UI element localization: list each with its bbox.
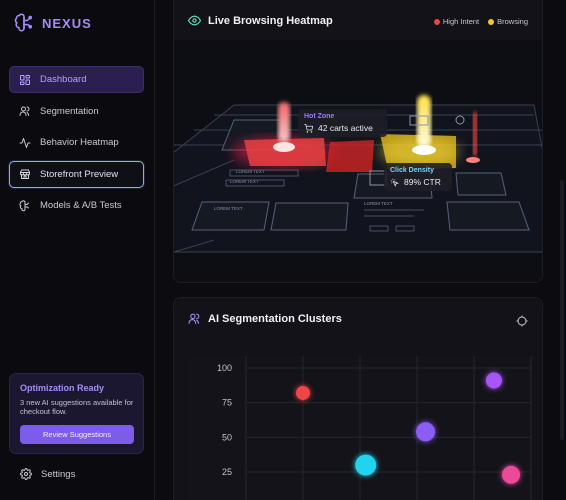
sidebar-item-label: Dashboard	[40, 74, 87, 85]
y-tick-label: 50	[222, 432, 232, 442]
segmentation-scatter[interactable]: 100 75 50 25	[174, 298, 543, 500]
cluster-point-3[interactable]	[416, 422, 436, 442]
sidebar-item-label: Storefront Preview	[40, 168, 119, 180]
heatmap-panel: Live Browsing Heatmap High Intent Browsi…	[173, 0, 543, 283]
segmentation-panel: AI Segmentation Clusters 100 75 50 25	[173, 297, 543, 500]
mock-label: LOREM TEXT	[214, 206, 243, 211]
optimization-card: Optimization Ready 3 new AI suggestions …	[9, 373, 144, 454]
legend-dot-yellow	[488, 18, 495, 25]
gear-icon	[20, 468, 32, 480]
store-icon	[20, 169, 30, 179]
review-suggestions-button[interactable]: Review Suggestions	[20, 425, 134, 444]
mock-label: LOREM TEXT	[230, 179, 259, 184]
heatmap-legend: High Intent Browsing	[433, 17, 528, 26]
tooltip-title: Click Density	[390, 167, 434, 174]
eye-icon	[188, 15, 201, 26]
tooltip-value: 89% CTR	[404, 177, 441, 187]
activity-icon	[19, 137, 31, 148]
sidebar-item-segmentation[interactable]: Segmentation	[9, 98, 144, 125]
y-tick-label: 100	[217, 363, 232, 373]
optimization-title: Optimization Ready	[20, 383, 105, 393]
dashboard-icon	[20, 74, 30, 85]
legend-label: Browsing	[497, 17, 528, 26]
mock-label: LOREM TEXT	[236, 169, 265, 174]
sidebar-item-label: Models & A/B Tests	[40, 200, 122, 211]
sidebar: NEXUS Dashboard Segmentation Behavior He…	[0, 0, 155, 500]
heatmap-header: Live Browsing Heatmap	[188, 14, 333, 27]
users-icon	[19, 106, 30, 116]
sidebar-item-dashboard[interactable]: Dashboard	[9, 66, 144, 93]
sidebar-item-models-ab-tests[interactable]: Models & A/B Tests	[9, 192, 144, 219]
brain-logo-icon	[14, 13, 33, 32]
cluster-point-4[interactable]	[355, 454, 377, 476]
users-icon	[188, 313, 200, 324]
cluster-point-1[interactable]	[296, 385, 310, 400]
settings-label: Settings	[41, 468, 76, 480]
hot-zone-tooltip: Hot Zone 42 carts active	[298, 109, 387, 137]
y-tick-label: 75	[222, 398, 232, 408]
mock-label: LOREM TEXT	[364, 201, 393, 206]
plot-area	[188, 356, 530, 500]
segmentation-header: AI Segmentation Clusters	[188, 312, 342, 325]
segmentation-title: AI Segmentation Clusters	[208, 312, 342, 325]
brand-name: NEXUS	[42, 15, 92, 31]
scrollbar[interactable]	[560, 180, 564, 440]
optimization-text: 3 new AI suggestions available for check…	[20, 398, 134, 417]
cart-icon	[304, 123, 313, 133]
legend-browsing: Browsing	[488, 17, 528, 26]
legend-high-intent: High Intent	[433, 17, 480, 26]
brand[interactable]: NEXUS	[14, 12, 92, 34]
heatmap-title: Live Browsing Heatmap	[208, 14, 333, 27]
crosshair-icon[interactable]	[516, 315, 528, 327]
heatmap-scene[interactable]: LOREM TEXT LOREM TEXT LOREM TEXT LOREM T…	[174, 40, 543, 283]
sidebar-item-storefront-preview[interactable]: Storefront Preview	[9, 160, 144, 188]
sidebar-item-label: Segmentation	[40, 105, 99, 117]
sidebar-item-settings[interactable]: Settings	[20, 468, 75, 480]
legend-dot-red	[433, 18, 440, 25]
cluster-point-5[interactable]	[502, 465, 521, 484]
cluster-point-2[interactable]	[485, 372, 502, 389]
sidebar-nav: Dashboard Segmentation Behavior Heatmap …	[9, 66, 144, 224]
tooltip-title: Hot Zone	[304, 113, 335, 120]
brain-icon	[19, 199, 29, 211]
pointer-click-icon	[390, 178, 399, 187]
sidebar-item-label: Behavior Heatmap	[40, 137, 119, 148]
y-tick-label: 25	[222, 467, 232, 477]
sidebar-item-behavior-heatmap[interactable]: Behavior Heatmap	[9, 129, 144, 156]
click-density-tooltip: Click Density 89% CTR	[384, 163, 452, 191]
tooltip-value: 42 carts active	[318, 123, 373, 133]
legend-label: High Intent	[442, 17, 480, 26]
